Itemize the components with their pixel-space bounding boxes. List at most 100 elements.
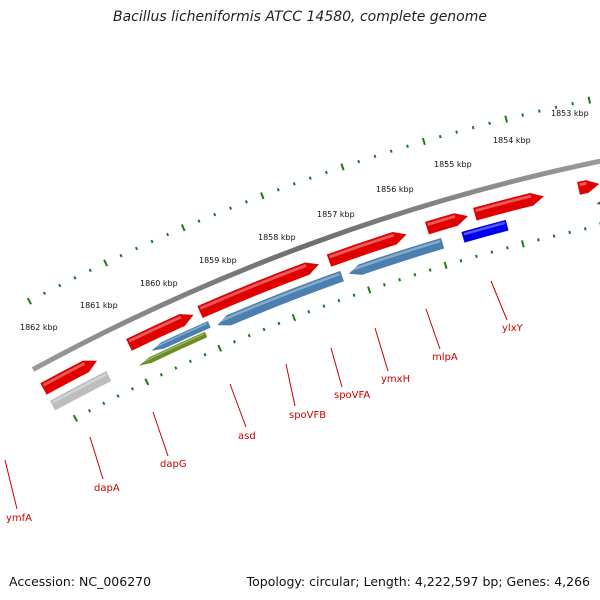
gene-label: spoVFB	[289, 410, 326, 421]
outer-scale-tick	[244, 200, 248, 204]
inner-scale-tick	[159, 373, 163, 377]
gene-leader-line	[330, 347, 343, 388]
inner-scale-tick	[398, 277, 402, 282]
inner-scale-tick	[203, 352, 207, 357]
gene-leader-line	[285, 363, 296, 407]
outer-scale-tick	[308, 176, 312, 180]
inner-feature-asd	[348, 237, 445, 275]
outer-scale-tick	[504, 115, 508, 123]
forward-cds-arrow	[473, 193, 544, 221]
inner-scale-tick	[505, 246, 509, 250]
outer-scale-tick	[324, 170, 328, 175]
feature-layer	[40, 180, 600, 411]
forward-cds-arrow	[577, 180, 600, 195]
outer-scale-tick	[571, 101, 574, 106]
outer-scale-tick	[471, 125, 475, 130]
outer-scale-tick	[197, 219, 201, 223]
outer-scale-tick	[150, 239, 154, 244]
gene-leader-line	[374, 327, 389, 372]
kbp-label: 1859 kbp	[199, 256, 237, 265]
forward-cds-arrow-shine	[579, 181, 587, 187]
inner-scale-tick	[337, 298, 341, 303]
inner-scale-tick	[367, 286, 372, 294]
outer-scale-tick	[26, 297, 32, 305]
outer-scale-tick	[103, 259, 109, 267]
inner-scale-tick	[277, 321, 281, 326]
gene-label: spoVFA	[334, 390, 370, 401]
outer-scale-tick	[276, 187, 280, 192]
forward-cds-arrow	[425, 213, 468, 235]
gene-leader-line	[89, 436, 104, 480]
map-title: Bacillus licheniformis ATCC 14580, compl…	[113, 9, 487, 25]
label-layer: ylxY mlpA ymxH spoVFA spoVFB asd dapG dapA ymfA	[4, 280, 524, 524]
forward-cds-arrow-shine	[427, 215, 456, 226]
inner-scale-tick	[307, 310, 311, 314]
outer-scale-tick	[406, 144, 409, 148]
gene-label: dapA	[94, 483, 120, 494]
inner-scale-tick	[232, 340, 236, 344]
backbone-layer	[31, 158, 600, 372]
outer-scale-tick	[455, 130, 459, 134]
gene-leader-line	[229, 383, 247, 428]
inner-feature-dapA-blue-shine	[151, 322, 208, 350]
forward-cds-arrow	[40, 360, 98, 395]
outer-scale-tick	[213, 212, 217, 217]
inner-scale-tick	[322, 304, 326, 308]
gene-label: asd	[238, 431, 256, 442]
inner-feature-spoVFB-shine	[463, 221, 506, 236]
outer-scale-tick	[587, 96, 591, 104]
inner-feature-dapA-blue	[151, 321, 211, 351]
outer-scale-tick	[88, 268, 92, 273]
forward-cds-arrow	[126, 314, 194, 351]
forward-cds-arrow	[197, 262, 319, 319]
gene-label: dapG	[160, 459, 187, 470]
forward-cds-arrow-shine	[329, 233, 395, 259]
inner-feature-ymxH	[596, 201, 600, 205]
outer-scale-tick	[42, 291, 47, 296]
inner-feature-ymfA-shine	[52, 373, 107, 404]
outer-scale-tick	[421, 137, 426, 146]
inner-feature-dapG	[217, 270, 344, 326]
gene-leader-line	[4, 459, 18, 510]
inner-scale-tick	[116, 394, 120, 398]
kbp-label: 1856 kbp	[376, 185, 414, 194]
forward-cds-arrow-shine	[199, 264, 307, 310]
accession-text: Accession: NC_006270	[9, 574, 152, 589]
inner-feature-spoVFB	[461, 219, 509, 243]
inner-scale-tick	[413, 273, 417, 277]
inner-scale-tick	[262, 327, 266, 332]
inner-scale-tick	[217, 344, 223, 352]
gene-label: mlpA	[432, 352, 458, 363]
outer-scale-tick	[340, 163, 345, 171]
kbp-label: 1860 kbp	[140, 279, 178, 288]
forward-cds-arrow	[326, 232, 407, 267]
outer-scale-tick	[58, 283, 62, 288]
gene-leader-line	[425, 308, 441, 350]
genome-backbone	[31, 158, 600, 372]
inner-scale-tick	[490, 250, 494, 254]
gene-label: ymxH	[381, 374, 410, 385]
outer-scale-tick	[292, 182, 296, 186]
outer-scale-tick	[119, 253, 123, 258]
kbp-label: 1861 kbp	[80, 301, 118, 310]
inner-scale-tick	[537, 238, 540, 242]
genome-summary-text: Topology: circular; Length: 4,222,597 bp…	[246, 574, 590, 589]
forward-cds-arrow-shine	[42, 362, 86, 387]
inner-scale-tick	[188, 359, 192, 364]
kbp-label: 1857 kbp	[317, 210, 355, 219]
outer-scale-tick	[538, 109, 541, 113]
outer-scale-tick	[373, 154, 377, 159]
gene-label: ylxY	[502, 323, 524, 334]
inner-scale-tick	[428, 268, 432, 272]
inner-scale-tick	[475, 254, 478, 259]
inner-scale-tick	[521, 240, 525, 248]
inner-scale-tick	[583, 227, 587, 231]
outer-scale-tick	[180, 224, 186, 232]
forward-cds-arrow-shine	[128, 315, 182, 343]
gene-leader-line	[152, 411, 169, 457]
kbp-label: 1858 kbp	[258, 233, 296, 242]
inner-feature-ymfA	[49, 371, 112, 411]
inner-scale-tick	[459, 259, 463, 263]
